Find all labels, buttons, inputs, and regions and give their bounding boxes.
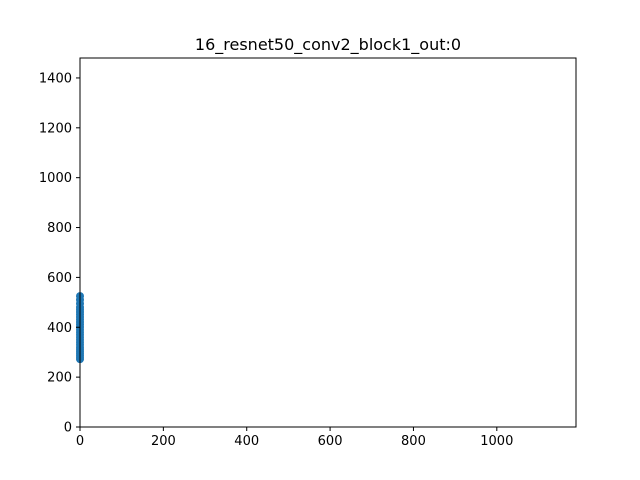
x-tick-label: 200 (151, 434, 176, 449)
y-tick-label: 600 (47, 271, 72, 286)
chart-title: 16_resnet50_conv2_block1_out:0 (195, 35, 461, 55)
x-axis: 0 200 400 600 800 1000 (76, 427, 513, 449)
y-tick-label: 1400 (39, 71, 72, 86)
y-tick-label: 1200 (39, 121, 72, 136)
y-axis: 0 200 400 600 800 1000 1200 1400 (39, 71, 80, 436)
y-tick-label: 400 (47, 321, 72, 336)
y-tick-label: 1000 (39, 171, 72, 186)
y-tick-label: 800 (47, 221, 72, 236)
x-tick-label: 400 (234, 434, 259, 449)
plot-frame (79, 57, 577, 428)
y-tick-label: 0 (64, 421, 72, 436)
x-tick-label: 600 (318, 434, 343, 449)
x-tick-label: 800 (401, 434, 426, 449)
x-tick-label: 1000 (480, 434, 513, 449)
x-tick-label: 0 (76, 434, 84, 449)
y-tick-label: 200 (47, 371, 72, 386)
